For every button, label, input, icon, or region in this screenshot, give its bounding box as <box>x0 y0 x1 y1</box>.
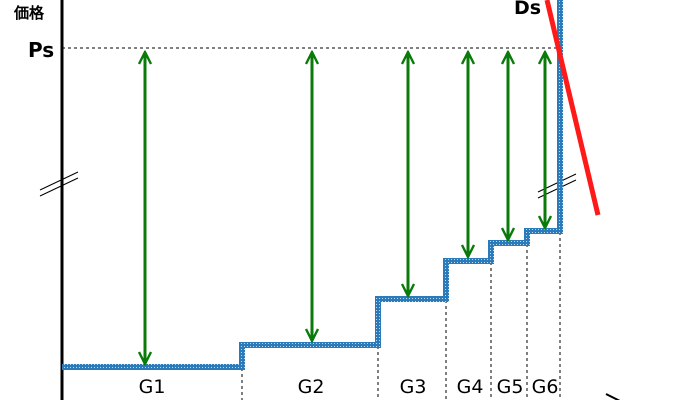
group-label-g2: G2 <box>298 376 325 398</box>
group-label-g1: G1 <box>139 376 166 398</box>
group-label-g3: G3 <box>400 376 427 398</box>
price-label: Ps <box>28 38 54 62</box>
group-label-g4: G4 <box>457 376 484 398</box>
supply-step-curve <box>62 0 563 370</box>
group-label-g5: G5 <box>497 376 524 398</box>
group-separators <box>241 232 561 400</box>
demand-label: Ds <box>514 0 541 19</box>
axis-break-mark <box>39 171 79 197</box>
x-axis-arrow-fragment <box>605 393 621 400</box>
y-axis-label: 価格 <box>13 4 45 22</box>
demand-line <box>544 0 601 216</box>
group-label-g6: G6 <box>532 376 559 398</box>
